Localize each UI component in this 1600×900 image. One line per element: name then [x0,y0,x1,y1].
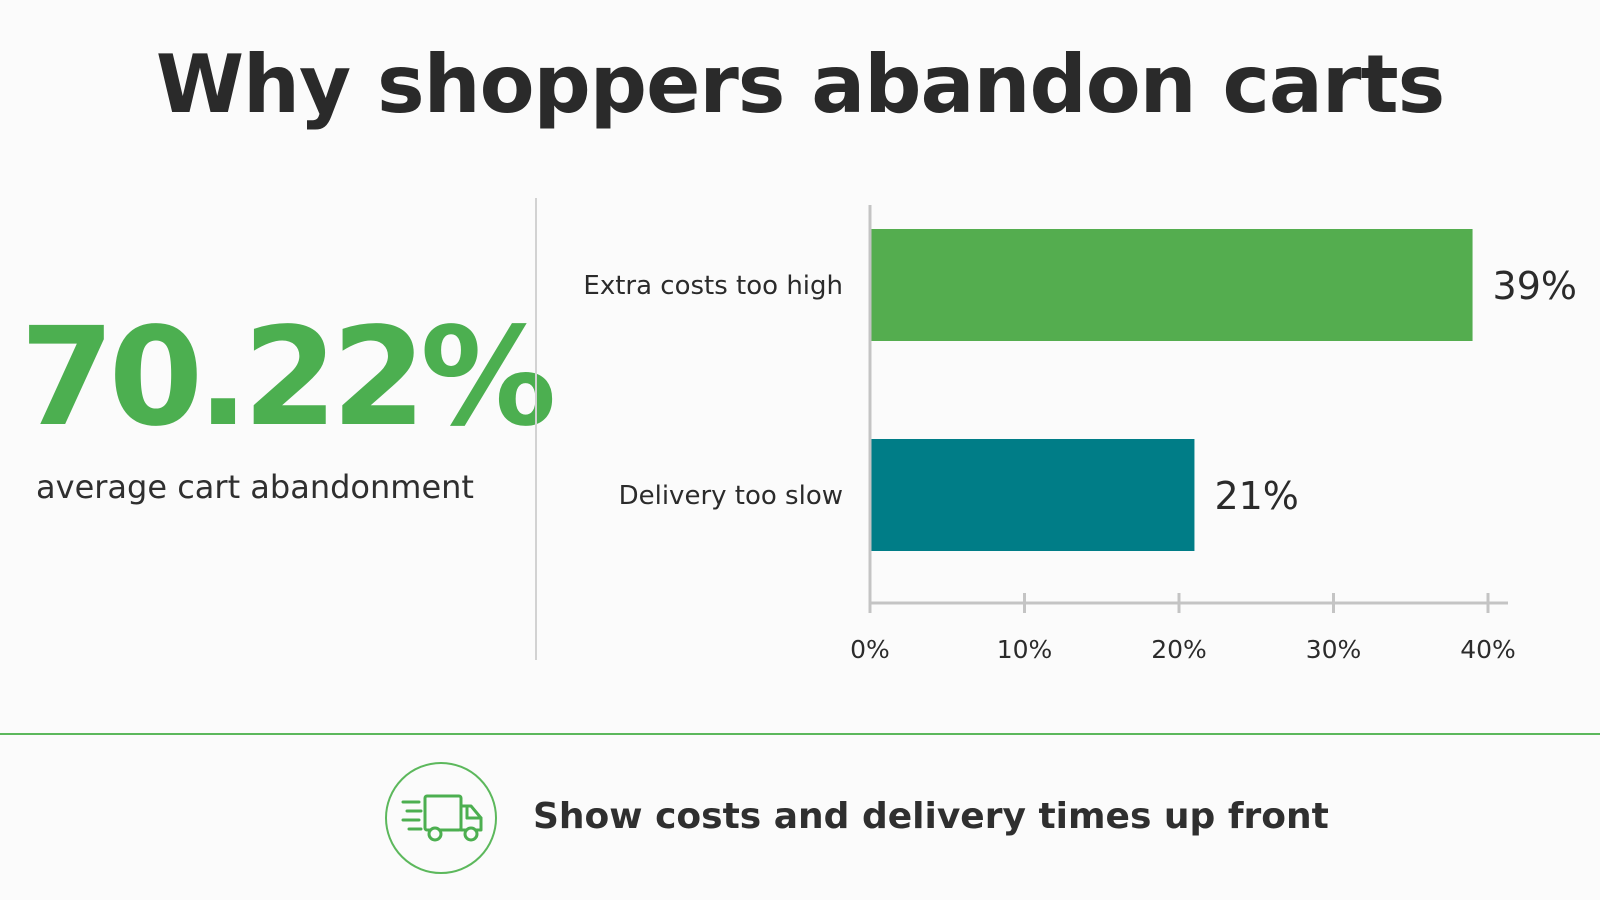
bar-chart: Extra costs too high 39% Delivery too slow… [583,205,1577,664]
footer-divider [0,733,1600,735]
data-label: 21% [1214,474,1298,518]
page-title: Why shoppers abandon carts [155,38,1445,131]
bar [870,229,1473,341]
x-tick-label: 0% [850,635,890,664]
x-tick-label: 20% [1151,635,1207,664]
stat-value: 70.22% [20,299,556,457]
x-tick-label: 40% [1460,635,1516,664]
bar [870,439,1195,551]
x-tick-label: 30% [1306,635,1362,664]
stat-caption: average cart abandonment [36,468,474,506]
x-tick-label: 10% [997,635,1053,664]
footer-tip: Show costs and delivery times up front [533,796,1329,837]
category-label: Extra costs too high [583,271,843,301]
vertical-divider [535,198,537,660]
delivery-truck-icon [385,762,497,874]
headline-stat: 70.22% average cart abandonment [20,299,556,506]
category-label: Delivery too slow [619,481,843,511]
data-label: 39% [1493,264,1577,308]
